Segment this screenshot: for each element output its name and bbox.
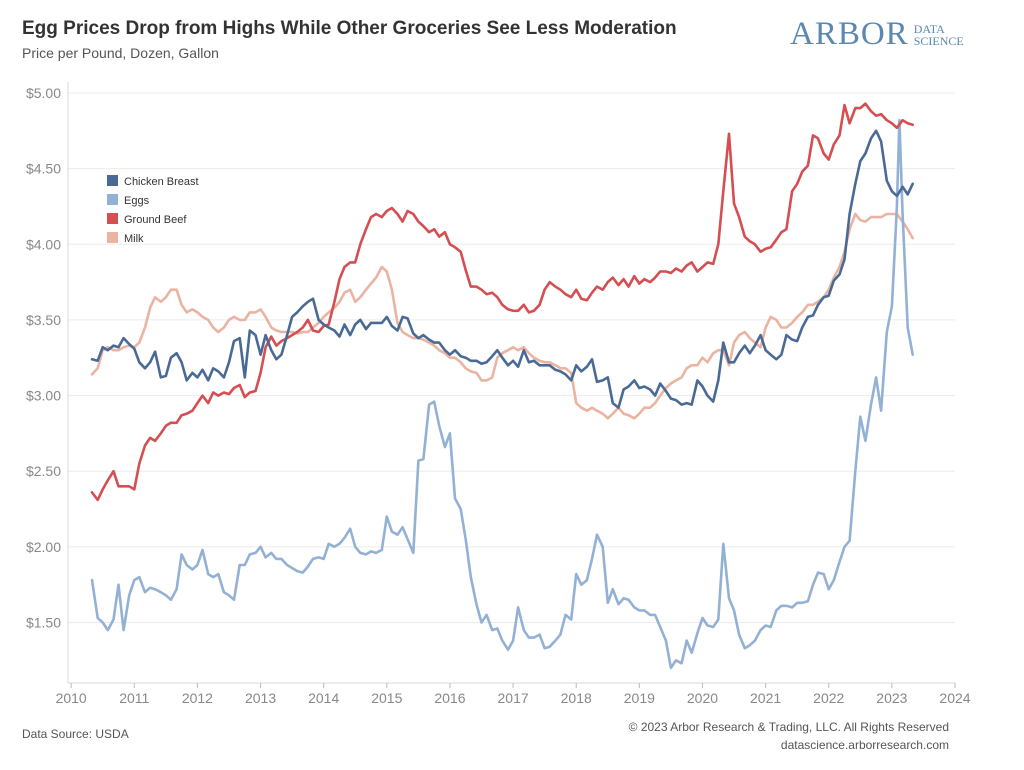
legend-label: Eggs: [124, 195, 150, 207]
y-tick-label: $4.00: [26, 236, 61, 252]
x-tick-label: 2017: [498, 690, 529, 706]
series-line-ground-beef: [90, 102, 914, 502]
logo-subtext: DATA SCIENCE: [914, 23, 964, 47]
x-tick-label: 2012: [182, 690, 213, 706]
x-tick-label: 2020: [687, 690, 718, 706]
series-line-chicken-breast: [90, 129, 914, 409]
chart-title: Egg Prices Drop from Highs While Other G…: [22, 18, 677, 39]
x-tick-label: 2016: [434, 690, 465, 706]
x-tick-label: 2019: [624, 690, 655, 706]
y-tick-label: $2.00: [26, 539, 61, 555]
logo-wordmark: ARBOR: [790, 16, 909, 52]
legend-label: Chicken Breast: [124, 176, 199, 188]
y-tick-label: $4.50: [26, 161, 61, 177]
x-tick-label: 2021: [750, 690, 781, 706]
logo-sub-line-1: DATA: [913, 21, 945, 36]
x-tick-label: 2024: [939, 690, 970, 706]
x-tick-label: 2010: [56, 690, 87, 706]
series-line-eggs: [90, 118, 914, 670]
arbor-logo: ARBOR DATA SCIENCE: [790, 16, 964, 53]
y-tick-label: $5.00: [26, 85, 61, 101]
chart-subtitle: Price per Pound, Dozen, Gallon: [22, 45, 219, 61]
x-tick-label: 2022: [813, 690, 844, 706]
y-tick-label: $3.50: [26, 312, 61, 328]
y-tick-label: $3.00: [26, 388, 61, 404]
y-tick-label: $2.50: [26, 463, 61, 479]
x-tick-label: 2023: [876, 690, 907, 706]
legend-swatch: [107, 194, 118, 205]
x-tick-label: 2014: [308, 690, 339, 706]
copyright-text: © 2023 Arbor Research & Trading, LLC. Al…: [628, 720, 949, 734]
y-tick-label: $1.50: [26, 614, 61, 630]
legend-swatch: [107, 213, 118, 224]
x-tick-label: 2013: [245, 690, 276, 706]
x-tick-label: 2011: [119, 690, 149, 706]
copyright-block: © 2023 Arbor Research & Trading, LLC. Al…: [629, 718, 949, 754]
axes: $1.50 $2.00 $2.50 $3.00 $3.50 $4.00 $4.50 $5.00…: [26, 82, 971, 706]
legend-swatch: [107, 175, 118, 186]
website-link[interactable]: datascience.arborresearch.com: [780, 738, 949, 752]
data-source-note: Data Source: USDA: [22, 727, 129, 741]
x-tick-label: 2018: [561, 690, 592, 706]
series-lines: [90, 102, 914, 670]
logo-sub-line-2: SCIENCE: [913, 33, 964, 48]
x-tick-label: 2015: [371, 690, 402, 706]
legend-swatch: [107, 232, 118, 243]
legend: Chicken Breast Eggs Ground Beef Milk: [107, 175, 199, 245]
line-chart: $1.50 $2.00 $2.50 $3.00 $3.50 $4.00 $4.50 $5.00…: [26, 82, 971, 706]
series-line-milk: [90, 212, 914, 420]
legend-label: Milk: [124, 233, 144, 245]
grid-lines: [68, 92, 955, 623]
legend-label: Ground Beef: [124, 214, 187, 226]
